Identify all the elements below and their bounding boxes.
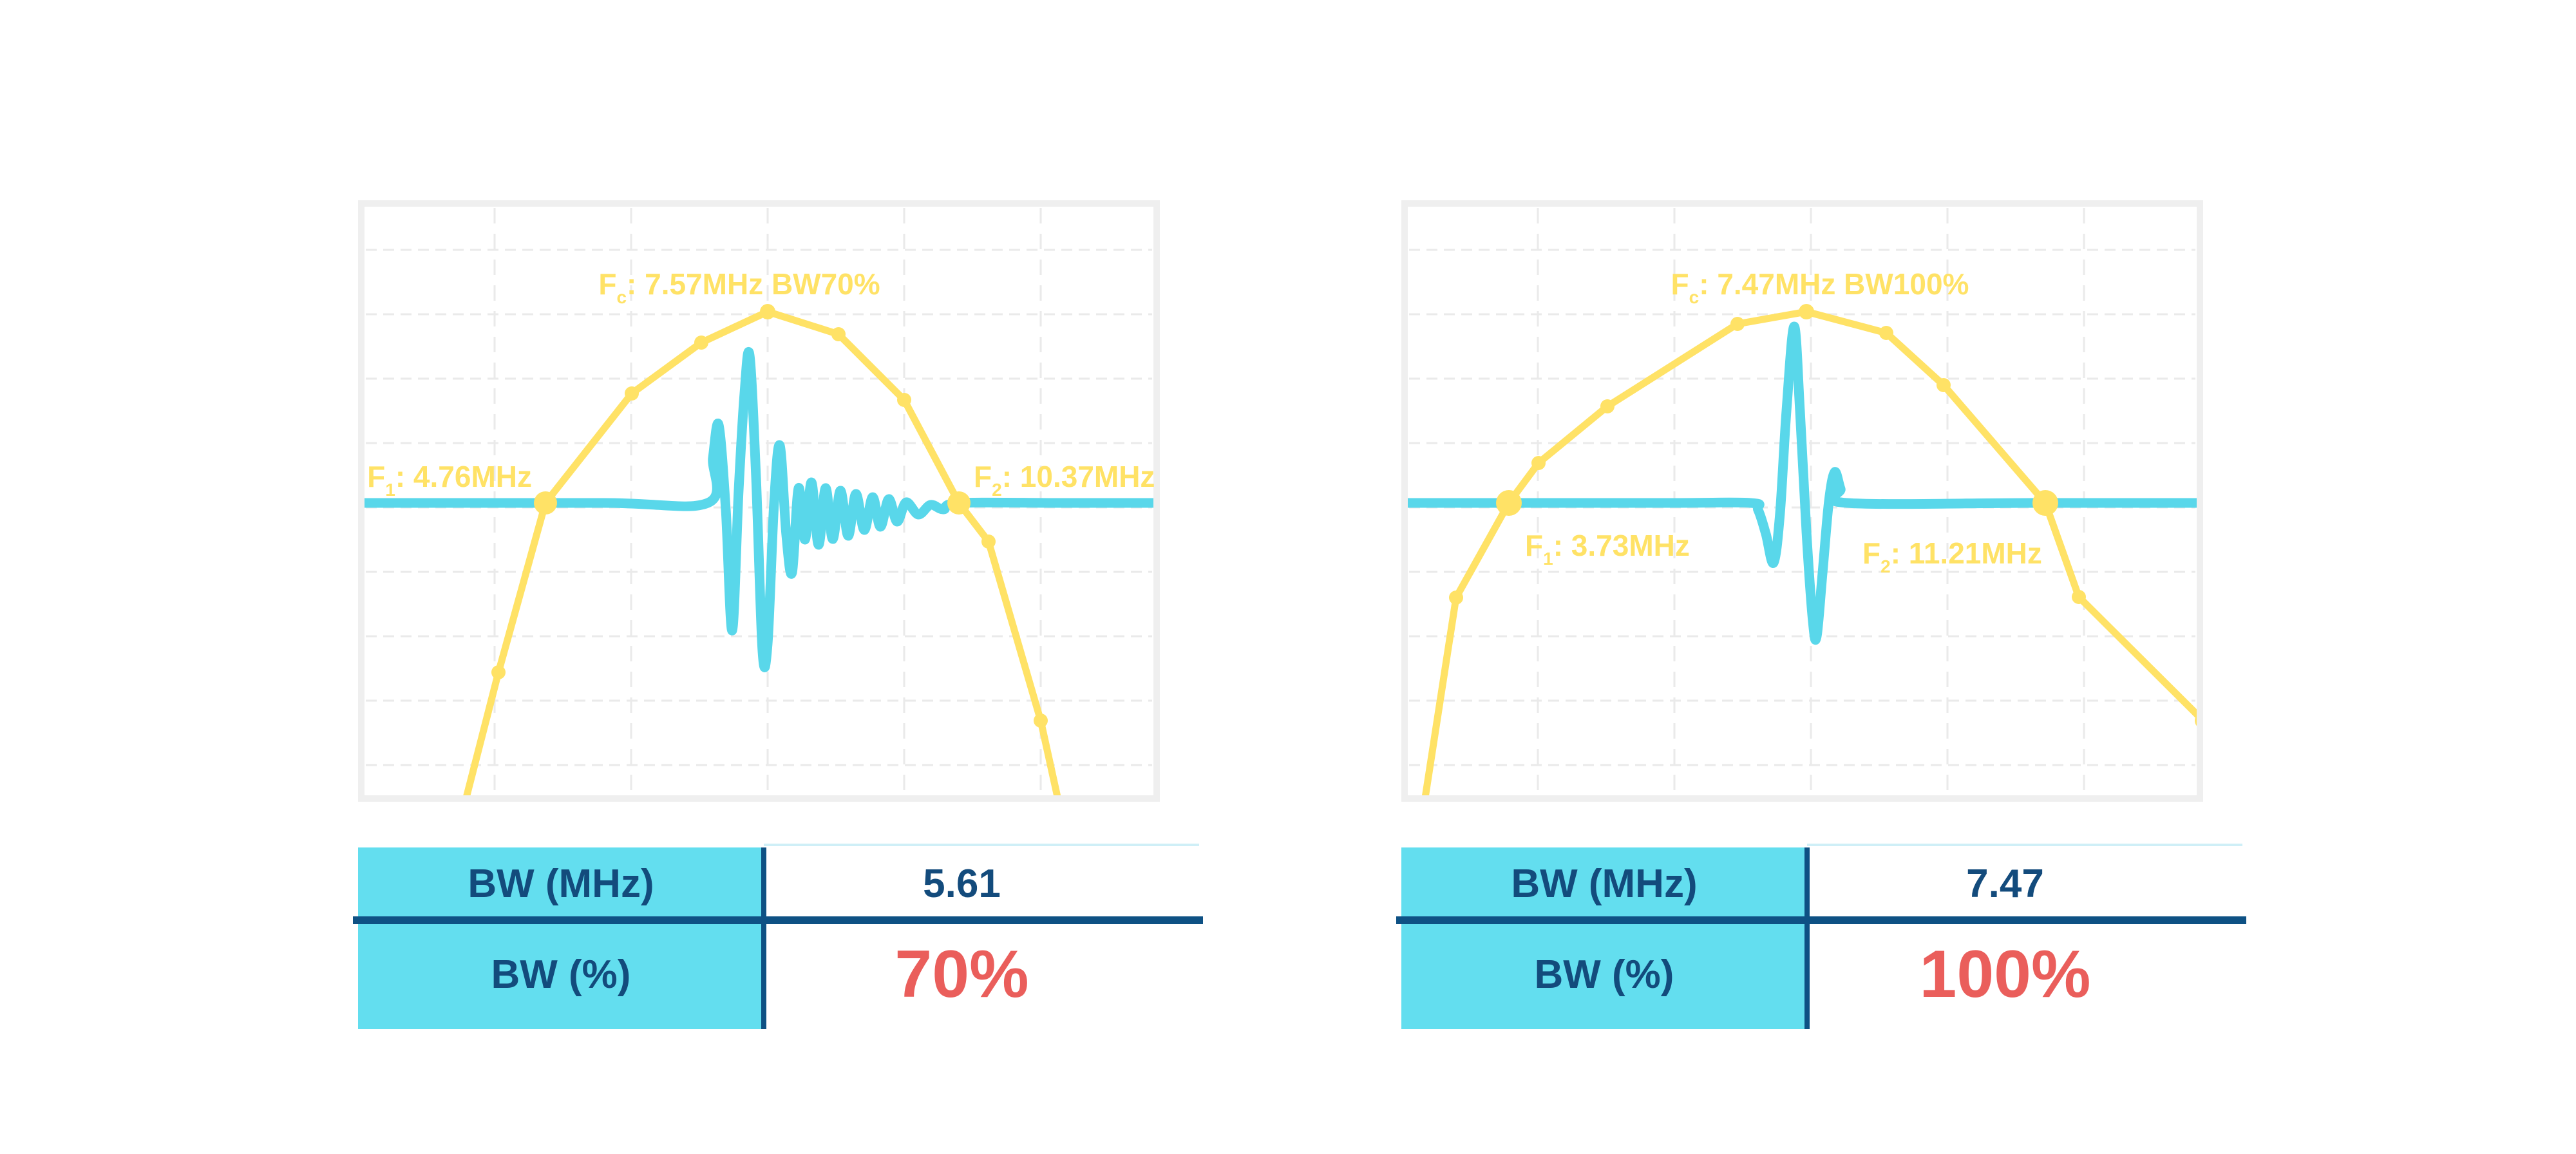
spectrum-data-point <box>1937 378 1951 392</box>
spectrum-data-point <box>1730 317 1745 331</box>
spectrum-data-point <box>1034 714 1048 728</box>
bw-pct-value: 100% <box>1919 937 2091 1012</box>
plot-frame <box>358 200 1160 802</box>
table-column-divider <box>761 847 766 1029</box>
spectrum-data-point <box>694 336 708 350</box>
bw-mhz-label: BW (MHz) <box>468 862 654 906</box>
spectrum-data-point <box>831 327 846 341</box>
frequency-spectrum-curve <box>1421 308 2197 795</box>
spectrum-data-point <box>981 534 996 549</box>
bw-pct-value-cell: 100% <box>1807 920 2203 1029</box>
spectrum-data-point <box>1799 304 1814 319</box>
table-top-rule <box>764 844 1199 846</box>
bw-pct-label-cell: BW (%) <box>1401 920 1807 1029</box>
spectrum-data-point <box>1879 326 1893 340</box>
bw-pct-value: 70% <box>895 937 1029 1012</box>
bw-pct-label-cell: BW (%) <box>358 920 764 1029</box>
spectrum-data-point <box>1449 591 1463 605</box>
table-row-divider <box>353 916 1203 924</box>
panel-narrowband: Fc: 7.57MHz BW70% F1: 4.76MHz F2: 10.37MHz… <box>353 200 1203 1031</box>
table-column-divider <box>1804 847 1810 1029</box>
rf-pulse-waveform <box>365 346 1153 672</box>
bw-mhz-label-cell: BW (MHz) <box>1401 847 1807 920</box>
f2-annotation: F2: 11.21MHz <box>1862 536 2042 576</box>
spectrum-data-point <box>534 491 557 515</box>
spectrum-plot-narrowband: Fc: 7.57MHz BW70% F1: 4.76MHz F2: 10.37MHz <box>358 200 1160 802</box>
bw-mhz-label: BW (MHz) <box>1511 862 1698 906</box>
spectrum-data-point <box>1496 490 1522 516</box>
spectrum-data-point <box>2195 715 2197 726</box>
bw-table-broadband: BW (MHz) 7.47 BW (%) 100% <box>1396 844 2246 1029</box>
frequency-spectrum-curve <box>463 308 1061 795</box>
bw-mhz-value: 7.47 <box>1966 862 2044 906</box>
f2-annotation: F2: 10.37MHz <box>974 460 1155 500</box>
fc-bandwidth-annotation: Fc: 7.47MHz BW100% <box>1671 267 1969 307</box>
spectrum-data-point <box>1531 456 1546 470</box>
bw-pct-label: BW (%) <box>491 952 631 997</box>
spectrum-data-point <box>897 393 911 407</box>
spectrum-data-point <box>625 386 639 401</box>
bw-pct-value-cell: 70% <box>764 920 1160 1029</box>
f1-annotation: F1: 3.73MHz <box>1525 529 1690 569</box>
table-top-rule <box>1807 844 2242 846</box>
bw-mhz-value: 5.61 <box>923 862 1001 906</box>
bw-pct-label: BW (%) <box>1534 952 1674 997</box>
spectrum-data-point <box>760 304 775 319</box>
table-row-divider <box>1396 916 2246 924</box>
spectrum-data-point <box>2072 590 2086 604</box>
fc-bandwidth-annotation: Fc: 7.57MHz BW70% <box>598 267 880 307</box>
spectrum-data-point <box>2032 490 2058 516</box>
bw-mhz-value-cell: 5.61 <box>764 847 1160 920</box>
spectrum-data-point <box>947 491 971 515</box>
bw-table-narrowband: BW (MHz) 5.61 BW (%) 70% <box>353 844 1203 1029</box>
panel-broadband: Fc: 7.47MHz BW100% F1: 3.73MHz F2: 11.21MH… <box>1396 200 2246 1031</box>
spectrum-plot-broadband: Fc: 7.47MHz BW100% F1: 3.73MHz F2: 11.21MH… <box>1401 200 2203 802</box>
bw-mhz-label-cell: BW (MHz) <box>358 847 764 920</box>
spectrum-data-point <box>491 665 506 679</box>
plot-frame <box>1401 200 2203 802</box>
rf-pulse-waveform <box>1408 321 2197 645</box>
spectrum-data-point <box>1600 399 1615 413</box>
bw-mhz-value-cell: 7.47 <box>1807 847 2203 920</box>
f1-annotation: F1: 4.76MHz <box>367 460 532 500</box>
